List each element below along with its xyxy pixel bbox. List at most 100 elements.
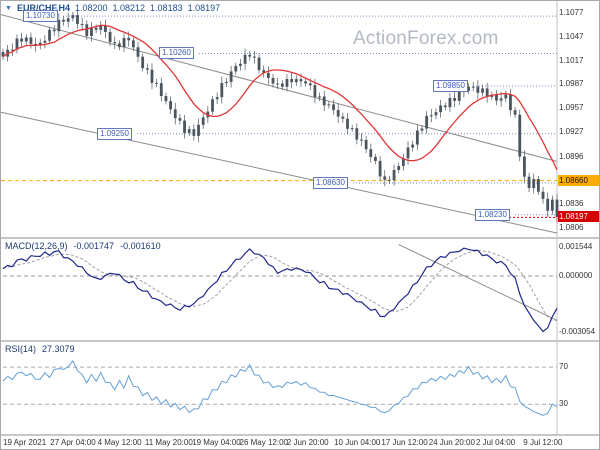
level-label: 1.10260 [159,47,194,60]
candle-body [555,199,559,218]
price-tick: 0.001544 [559,242,593,252]
time-label: 19 May 04:00 [192,438,241,447]
candle-body [550,199,554,211]
candle-body [374,156,377,161]
time-label: 26 May 12:00 [239,438,288,447]
candle-body [429,115,433,117]
candle-body [43,40,47,43]
instrument-legend: ▼ EUR/CHF,H4 1.08200 1.08212 1.08183 1.0… [5,3,220,13]
candle-body [467,86,470,91]
candle-body [276,83,280,85]
rsi-value: 27.3079 [42,344,75,354]
candle-body [220,83,224,98]
price-tick: 1.0806 [559,223,584,233]
candle-body [243,54,247,64]
macd-legend: MACD(12,26,9) -0.001747 -0.001610 [5,241,161,251]
candle-body [173,109,177,119]
candle-body [332,104,335,111]
candle-body [406,147,410,159]
candle-body [294,79,298,83]
candle-body [546,198,550,211]
macd-value: -0.001747 [73,241,115,251]
candle-body [24,37,28,42]
price-axis: 1.08660 1.08197 1.1077 1.1047 1.1017 1.0987… [558,1,599,435]
candle-body [490,94,494,97]
price-tick: 1.0957 [559,103,584,113]
rsi-line [2,359,558,416]
candle-body [499,98,503,101]
candle-body [141,56,145,69]
time-label: 2 Jun 20:00 [286,438,329,447]
candle-body [155,82,159,84]
candle-body [388,179,391,181]
candle-body [397,166,401,171]
time-label: 11 May 20:00 [144,438,193,447]
candle-body [285,78,289,87]
price-tick: 1.0836 [559,199,584,209]
candle-body [322,96,326,106]
candle-body [485,88,489,97]
candle-body [215,97,219,100]
price-tick: 70 [559,362,568,372]
candle-body [248,54,252,57]
candle-body [318,96,321,98]
price-open: 1.08200 [74,3,108,13]
candle-body [481,88,484,93]
candle-body [94,27,98,30]
candle-body [48,29,51,41]
price-low: 1.08183 [150,3,183,13]
candle-body [336,110,340,117]
rsi-label: RSI(14) [5,344,37,354]
candle-body [211,99,214,112]
macd-signal-line [2,250,558,321]
price-tick: 0.000000 [559,270,593,280]
candle-body [252,56,256,58]
trend-channel-line [1,14,558,162]
price-tick: 1.1047 [559,31,584,41]
trend-channel-line [1,111,558,234]
candle-body [327,104,331,106]
time-label: 4 May 12:00 [97,438,142,447]
price-tick: 30 [559,399,568,409]
candle-body [257,57,261,71]
candle-body [201,117,205,125]
candle-body [360,139,363,141]
price-tick: 1.1077 [559,7,584,17]
candle-body [62,19,65,22]
candle-body [178,118,182,121]
candle-body [10,49,14,51]
candle-body [341,116,345,119]
candle-body [439,105,443,113]
candle-body [425,115,429,129]
macd-trendline [398,244,558,321]
candle-body [150,69,154,83]
candle-body [313,85,317,98]
candle-body [299,79,303,82]
candle-body [271,77,275,84]
price-tick: 1.0987 [559,79,584,89]
candle-body [411,144,415,148]
candle-body [1,51,5,57]
candle-body [383,176,387,180]
candle-body [518,114,522,157]
candle-body [420,128,424,131]
time-label: 10 Jun 04:00 [334,438,381,447]
candle-body [355,128,359,140]
candle-body [504,94,508,99]
level-label: 1.09250 [97,127,132,140]
candle-body [164,96,168,102]
candle-body [57,19,61,32]
candle-body [266,72,270,78]
candle-body [536,178,540,192]
watermark: ActionForex.com [353,28,499,49]
price-tick: -0.003054 [559,327,596,337]
candle-body [159,83,163,97]
candle-body [308,83,312,86]
time-label: 2 Jul 04:00 [476,438,516,447]
candle-body [471,86,475,88]
candle-body [509,94,512,111]
candle-body [76,15,79,24]
price-high: 1.08212 [112,3,146,13]
